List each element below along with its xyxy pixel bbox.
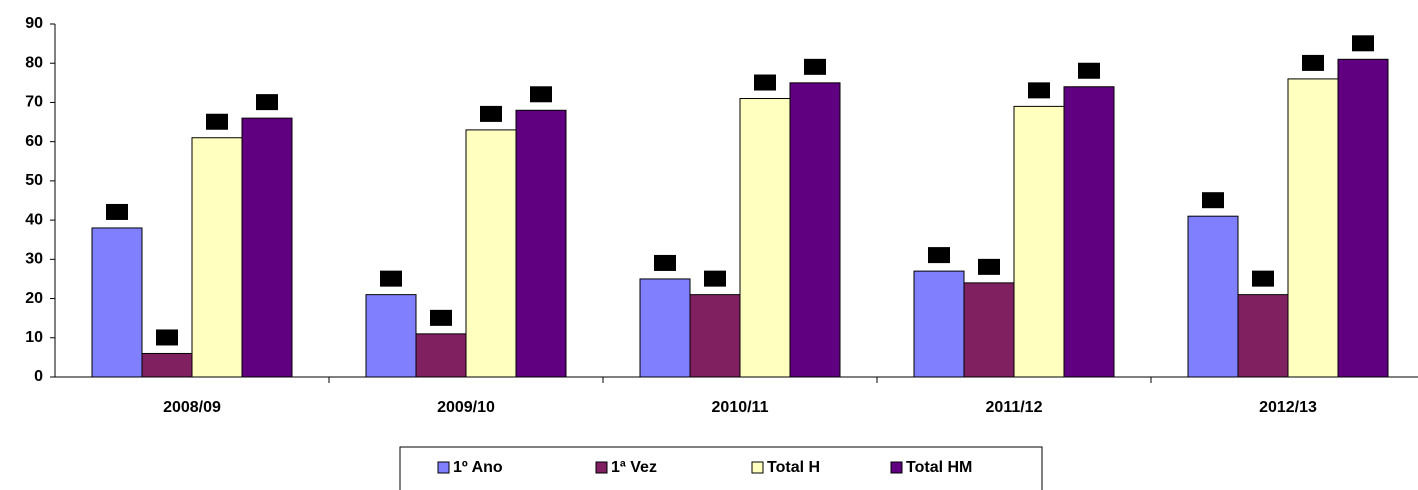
x-tick-label: 2012/13	[1259, 399, 1317, 416]
bar	[739, 98, 791, 378]
y-tick-label: 40	[25, 211, 43, 228]
bar	[639, 278, 691, 378]
legend-swatch	[595, 461, 608, 474]
legend-box	[399, 446, 1043, 490]
data-label-box	[430, 309, 452, 326]
data-label-box	[156, 329, 178, 346]
legend-label: Total H	[767, 459, 820, 476]
x-tick-label: 2010/11	[712, 399, 769, 416]
bar	[515, 109, 567, 378]
bar	[91, 227, 143, 378]
bar	[1237, 294, 1289, 378]
bar	[191, 137, 243, 378]
y-tick-label: 60	[25, 133, 43, 150]
x-tick-label: 2011/12	[986, 399, 1043, 416]
data-label-box	[1202, 192, 1224, 209]
y-tick-label: 70	[25, 94, 43, 111]
y-tick-label: 20	[25, 290, 43, 307]
bar	[1287, 78, 1339, 378]
data-label-box	[928, 247, 950, 264]
data-label-box	[704, 270, 726, 287]
bar	[365, 294, 417, 378]
legend-swatch	[890, 461, 903, 474]
y-tick-label: 50	[25, 172, 43, 189]
data-label-box	[480, 105, 502, 122]
data-label-box	[1028, 82, 1050, 99]
data-label-box	[530, 86, 552, 103]
x-tick-label: 2008/09	[163, 399, 221, 416]
y-tick-label: 10	[25, 329, 43, 346]
legend-label: 1ª Vez	[611, 459, 657, 476]
bar	[1013, 105, 1065, 378]
data-label-box	[256, 94, 278, 111]
legend-label: Total HM	[906, 459, 972, 476]
data-label-box	[1078, 62, 1100, 79]
bar	[1337, 58, 1389, 378]
y-tick-label: 0	[34, 368, 43, 385]
data-label-box	[978, 258, 1000, 275]
legend-label: 1º Ano	[453, 459, 503, 476]
y-tick-label: 90	[25, 15, 43, 32]
data-label-box	[754, 74, 776, 91]
bar	[1063, 86, 1115, 378]
bar	[241, 117, 293, 378]
y-tick-label: 30	[25, 251, 43, 268]
bar	[963, 282, 1015, 378]
data-label-box	[106, 203, 128, 220]
legend-swatch	[437, 461, 450, 474]
data-label-box	[206, 113, 228, 130]
data-label-box	[1252, 270, 1274, 287]
data-label-box	[380, 270, 402, 287]
data-label-box	[654, 254, 676, 271]
x-tick-label: 2009/10	[437, 399, 495, 416]
bar	[141, 352, 193, 378]
data-label-box	[804, 58, 826, 75]
bar	[913, 270, 965, 378]
data-label-box	[1352, 35, 1374, 52]
bar	[1187, 215, 1239, 378]
legend-swatch	[751, 461, 764, 474]
bar	[689, 294, 741, 378]
bar	[415, 333, 467, 378]
data-label-box	[1302, 54, 1324, 71]
bar	[789, 82, 841, 378]
y-tick-label: 80	[25, 54, 43, 71]
bar	[465, 129, 517, 378]
